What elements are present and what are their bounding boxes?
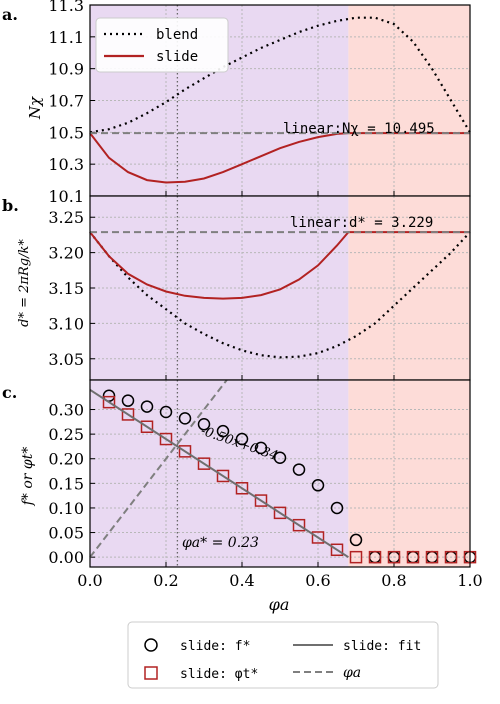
data-point-circle — [292, 463, 306, 476]
y-tick-label: 10.3 — [48, 155, 84, 174]
data-point-square — [121, 408, 135, 421]
panel-label-b: b. — [2, 196, 19, 215]
data-point-circle — [254, 441, 268, 455]
data-point-square — [425, 550, 439, 564]
x-axis-label: φa — [269, 595, 290, 614]
x-tick-label: 0.4 — [229, 571, 254, 590]
data-point-circle — [273, 451, 287, 465]
data-point-square — [216, 469, 230, 483]
y-tick-label: 10.5 — [48, 123, 84, 142]
region-right — [348, 380, 470, 567]
annotation-critical: φa* = 0.23 — [182, 535, 259, 551]
legend-a-frame — [95, 17, 229, 73]
legend-square-marker — [144, 666, 158, 680]
y-tick-label: 0.00 — [48, 548, 84, 567]
y-tick-label: 10.9 — [48, 60, 84, 79]
panel-label-a: a. — [2, 5, 18, 24]
data-point-square — [159, 432, 173, 446]
data-point-circle — [140, 400, 154, 413]
data-point-circle — [311, 479, 325, 492]
y-tick-label: 3.10 — [48, 314, 84, 333]
y-tick-label: 11.3 — [48, 0, 84, 15]
data-point-square — [349, 550, 363, 564]
data-point-circle — [159, 405, 173, 419]
y-tick-label: 0.05 — [48, 524, 84, 543]
data-point-circle — [330, 501, 344, 515]
data-point-square — [368, 550, 382, 564]
y-axis-label-b: d* = 2πRg/k* — [17, 239, 32, 327]
y-tick-label: 0.15 — [48, 474, 84, 493]
data-point-square — [235, 482, 249, 495]
legend-phia-label: φa — [343, 665, 361, 681]
panel-c: 0.00 0.05 0.10 0.15 0.20 0.25 0.30 — [48, 379, 477, 568]
x-tick-label: 0.8 — [381, 571, 406, 590]
legend-circle-marker — [144, 638, 158, 652]
series-line — [89, 388, 349, 559]
legend-a: blend slide — [95, 17, 229, 73]
data-point-square — [140, 420, 154, 433]
panel-label-c: c. — [2, 383, 17, 402]
y-tick-label: 0.25 — [48, 425, 84, 444]
x-tick-label: 0.0 — [77, 571, 102, 590]
x-tick-label: 1.0 — [457, 571, 482, 590]
series-line — [89, 16, 471, 134]
data-point-square — [197, 457, 211, 470]
y-tick-label: 3.15 — [48, 279, 84, 298]
data-point-square — [102, 395, 116, 409]
y-axis-label-a: Nχ — [26, 96, 44, 120]
legend-a-blend-label: blend — [156, 27, 198, 43]
y-tick-label: 3.05 — [48, 350, 84, 369]
data-point-square — [387, 550, 401, 564]
legend-bottom-frame — [127, 621, 439, 689]
y-tick-label: 0.10 — [48, 499, 84, 518]
y-tick-label: 3.20 — [48, 244, 84, 263]
legend-fit-label: slide: fit — [343, 639, 421, 654]
y-tick-label: 0.20 — [48, 450, 84, 469]
legend-bottom: slide: f* slide: φt* slide: fit φa — [127, 621, 439, 689]
series-line — [89, 379, 228, 558]
legend-f-label: slide: f* — [180, 639, 250, 654]
data-point-square — [406, 550, 420, 564]
data-point-circle — [235, 432, 249, 446]
legend-phit-label: slide: φt* — [180, 667, 258, 682]
data-point-square — [254, 494, 268, 507]
y-tick-label: 3.25 — [48, 208, 84, 227]
x-tick-label: 0.6 — [305, 571, 330, 590]
data-point-square — [178, 445, 192, 458]
y-tick-label: 10.1 — [48, 187, 84, 206]
plot-frame — [89, 379, 471, 568]
data-point-circle — [178, 412, 192, 425]
data-point-circle — [349, 533, 363, 547]
y-tick-label: 0.30 — [48, 401, 84, 420]
y-axis-label-c: f* or φt* — [20, 447, 36, 507]
legend-a-slide-label: slide — [156, 49, 198, 65]
data-point-square — [330, 543, 344, 557]
x-tick-label: 0.2 — [153, 571, 178, 590]
data-point-circle — [197, 418, 211, 431]
panel-b: 3.05 3.10 3.15 3.20 3.25 — [48, 195, 471, 381]
data-point-square — [311, 531, 325, 544]
series-line — [89, 231, 471, 359]
annotation-linear-a: linear:Nχ = 10.495 — [283, 121, 435, 137]
y-tick-label: 10.7 — [48, 92, 84, 111]
annotation-linear-b: linear:d* = 3.229 — [290, 215, 433, 231]
y-tick-label: 11.1 — [48, 28, 84, 47]
data-point-square — [273, 506, 287, 520]
data-point-circle — [121, 394, 135, 407]
region-right — [348, 196, 470, 380]
data-point-square — [444, 550, 458, 564]
data-point-square — [292, 518, 306, 532]
data-point-circle — [216, 424, 230, 438]
